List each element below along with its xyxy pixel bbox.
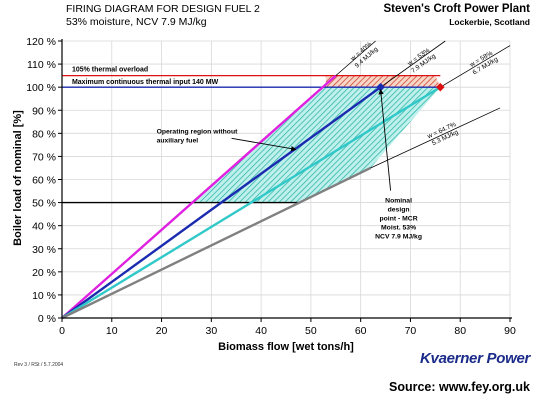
x-tick-label: 0 [59,325,65,337]
y-tick-label: 0 % [38,313,56,325]
annotation-nominal_design-line: Nominal [385,198,412,205]
x-tick-label: 90 [504,325,516,337]
chart-subtitle: 53% moisture, NCV 7.9 MJ/kg [66,16,207,28]
y-tick-label: 20 % [32,267,56,279]
hline-label-overload: 105% thermal overload [72,67,148,74]
series-ext-w58 [440,45,511,88]
hline-label-mcr: Maximum continuous thermal input 140 MW [72,79,219,86]
series-line-w647 [61,166,372,320]
x-tick-labels: 0 10 20 30 40 50 60 70 80 90 [59,325,516,337]
regions [191,75,441,203]
series-line-w40 [61,74,337,319]
y-tick-label: 10 % [32,290,56,302]
annotation-nominal_design-line: Moist. 53% [381,225,416,232]
annotation-arrow-operating [231,137,297,152]
company-logo: Kvaerner Power [420,350,531,367]
y-tick-label: 100 % [26,82,56,94]
x-tick-label: 50 [305,325,317,337]
series-ext-w647 [370,107,501,169]
series-label-w58: w = 58%6.7 MJ/kg [468,50,500,77]
y-tick-label: 50 % [32,198,56,210]
annotation-nominal_design-line: design [388,207,410,214]
x-tick-label: 60 [355,325,367,337]
marker-max_wet [436,82,445,92]
plant-location: Lockerbie, Scotland [449,17,530,27]
x-tick-label: 20 [156,325,168,337]
revision-text: Rev 3 / RSt / 5.7.2004 [14,362,64,368]
y-tick-label: 80 % [32,128,56,140]
chart-title: FIRING DIAGRAM FOR DESIGN FUEL 2 [66,3,260,15]
series-label-w647: w = 64.7%5.3 MJ/kg [426,121,460,147]
y-tick-label: 110 % [27,59,56,71]
x-tick-label: 80 [454,325,466,337]
source-credit: Source: www.fey.org.uk [389,380,530,394]
y-axis-label: Boiler load of nominal [%] [12,110,24,246]
series-line-w53 [61,86,382,319]
y-tick-label: 60 % [32,175,56,187]
y-tick-labels: 0 % 10 % 20 % 30 % 40 % 50 % 60 % 70 % 80 % 90 % 1… [26,36,56,325]
y-tick-label: 40 % [32,221,56,233]
axes [58,39,512,322]
plant-name: Steven's Croft Power Plant [383,3,530,15]
x-tick-label: 30 [205,325,217,337]
annotation-arrow-nominal_design [378,88,392,191]
annotation-nominal_design-line: NCV 7.9 MJ/kg [375,234,422,241]
x-tick-label: 10 [106,325,118,337]
series-line-w58 [61,86,441,320]
x-tick-label: 40 [255,325,267,337]
x-axis-label: Biomass flow [wet tons/h] [218,341,354,353]
annotation-operating-line: auxiliary fuel [157,137,199,144]
y-tick-label: 120 % [26,36,56,48]
y-tick-label: 90 % [32,105,56,117]
x-tick-label: 70 [405,325,417,337]
overload-region [325,75,441,88]
annotation-nominal_design-line: point - MCR [380,216,418,223]
operating-region [191,75,441,203]
y-tick-label: 30 % [32,244,56,256]
annotation-operating-line: Operating region without [157,128,239,135]
annotations: Operating region without auxiliary fuel No… [157,88,422,241]
series-label-w40: w = 40%9.4 MJ/kg [349,41,380,70]
y-tick-label: 70 % [32,151,56,163]
series-lines [61,40,511,320]
series-ext-w40 [335,40,376,76]
series-ext-w53 [380,40,446,88]
